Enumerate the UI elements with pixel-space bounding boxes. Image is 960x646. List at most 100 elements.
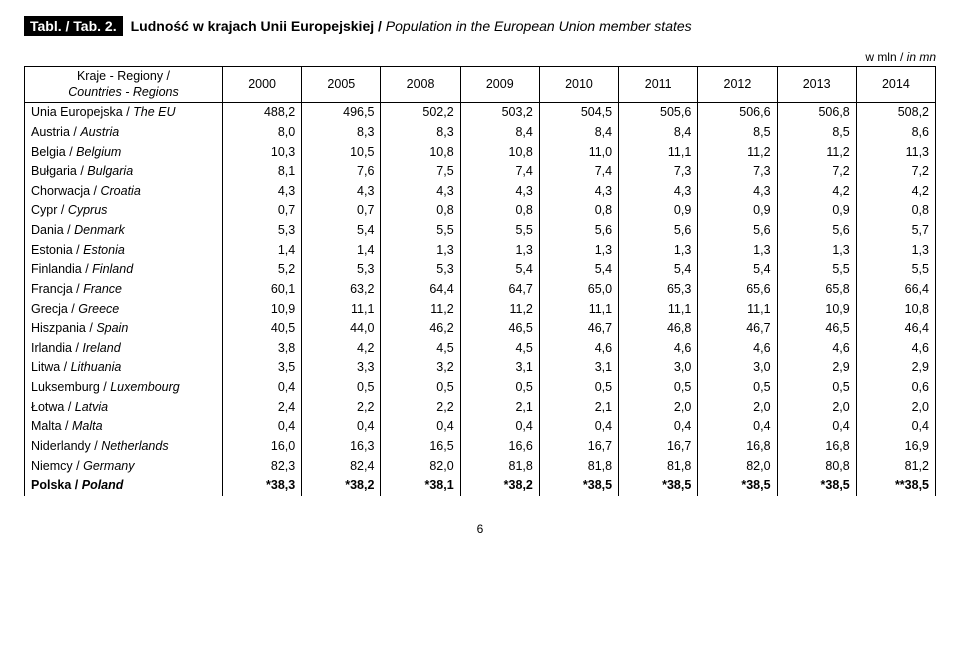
country-name-plain: Hiszpania / xyxy=(31,321,96,335)
value-cell: 5,4 xyxy=(302,221,381,241)
country-name-plain: Polska / xyxy=(31,478,82,492)
table-row: Niemcy / Germany82,382,482,081,881,881,8… xyxy=(25,457,936,477)
value-cell: 5,3 xyxy=(302,260,381,280)
value-cell: 502,2 xyxy=(381,103,460,123)
value-cell: 0,5 xyxy=(777,378,856,398)
value-cell: 0,4 xyxy=(460,417,539,437)
value-cell: 0,9 xyxy=(777,201,856,221)
col-header-year: 2005 xyxy=(302,67,381,103)
value-cell: 0,5 xyxy=(381,378,460,398)
value-cell: 4,2 xyxy=(856,182,935,202)
country-cell: Litwa / Lithuania xyxy=(25,358,223,378)
value-cell: 11,2 xyxy=(698,143,777,163)
value-cell: 16,5 xyxy=(381,437,460,457)
value-cell: 0,6 xyxy=(856,378,935,398)
value-cell: 1,3 xyxy=(698,241,777,261)
value-cell: 0,7 xyxy=(302,201,381,221)
value-cell: 65,6 xyxy=(698,280,777,300)
table-body: Unia Europejska / The EU488,2496,5502,25… xyxy=(25,103,936,496)
population-table: Kraje - Regiony / Countries - Regions 20… xyxy=(24,66,936,496)
value-cell: 16,3 xyxy=(302,437,381,457)
value-cell: 7,3 xyxy=(619,162,698,182)
country-cell: Bułgaria / Bulgaria xyxy=(25,162,223,182)
value-cell: 4,2 xyxy=(302,339,381,359)
country-cell: Estonia / Estonia xyxy=(25,241,223,261)
table-title: Ludność w krajach Unii Europejskiej / Po… xyxy=(131,18,692,34)
value-cell: 82,3 xyxy=(223,457,302,477)
value-cell: 0,4 xyxy=(539,417,618,437)
value-cell: 0,8 xyxy=(381,201,460,221)
country-cell: Niemcy / Germany xyxy=(25,457,223,477)
value-cell: 4,3 xyxy=(698,182,777,202)
value-cell: 7,2 xyxy=(856,162,935,182)
country-name-italic: Latvia xyxy=(75,400,108,414)
value-cell: 5,4 xyxy=(539,260,618,280)
value-cell: 11,1 xyxy=(619,300,698,320)
value-cell: 4,6 xyxy=(698,339,777,359)
unit-plain: w mln / xyxy=(865,50,906,64)
col-header-line1: Kraje - Regiony / xyxy=(31,69,216,85)
value-cell: 1,3 xyxy=(460,241,539,261)
value-cell: 11,1 xyxy=(698,300,777,320)
value-cell: 506,8 xyxy=(777,103,856,123)
country-cell: Chorwacja / Croatia xyxy=(25,182,223,202)
value-cell: *38,5 xyxy=(619,476,698,496)
country-name-italic: Malta xyxy=(72,419,103,433)
table-number-badge: Tabl. / Tab. 2. xyxy=(24,16,123,36)
country-name-italic: Denmark xyxy=(74,223,125,237)
table-header-row: Kraje - Regiony / Countries - Regions 20… xyxy=(25,67,936,103)
country-name-plain: Niemcy / xyxy=(31,459,83,473)
value-cell: 80,8 xyxy=(777,457,856,477)
table-row: Malta / Malta0,40,40,40,40,40,40,40,40,4 xyxy=(25,417,936,437)
value-cell: 0,4 xyxy=(223,417,302,437)
country-cell: Grecja / Greece xyxy=(25,300,223,320)
value-cell: 0,8 xyxy=(460,201,539,221)
value-cell: **38,5 xyxy=(856,476,935,496)
value-cell: 3,0 xyxy=(698,358,777,378)
value-cell: 505,6 xyxy=(619,103,698,123)
country-name-italic: France xyxy=(83,282,122,296)
value-cell: *38,1 xyxy=(381,476,460,496)
table-row: Francja / France60,163,264,464,765,065,3… xyxy=(25,280,936,300)
value-cell: 10,8 xyxy=(856,300,935,320)
value-cell: 7,2 xyxy=(777,162,856,182)
country-name-italic: Bulgaria xyxy=(87,164,133,178)
country-name-plain: Łotwa / xyxy=(31,400,75,414)
value-cell: 1,4 xyxy=(223,241,302,261)
value-cell: 2,9 xyxy=(856,358,935,378)
country-cell: Niderlandy / Netherlands xyxy=(25,437,223,457)
value-cell: 46,4 xyxy=(856,319,935,339)
table-row: Finlandia / Finland5,25,35,35,45,45,45,4… xyxy=(25,260,936,280)
value-cell: 82,0 xyxy=(698,457,777,477)
value-cell: 5,5 xyxy=(777,260,856,280)
country-name-plain: Estonia / xyxy=(31,243,83,257)
col-header-year: 2008 xyxy=(381,67,460,103)
country-name-plain: Niderlandy / xyxy=(31,439,101,453)
value-cell: 16,7 xyxy=(619,437,698,457)
country-cell: Irlandia / Ireland xyxy=(25,339,223,359)
value-cell: 16,6 xyxy=(460,437,539,457)
value-cell: *38,3 xyxy=(223,476,302,496)
value-cell: 81,8 xyxy=(460,457,539,477)
value-cell: 2,1 xyxy=(460,398,539,418)
value-cell: *38,2 xyxy=(460,476,539,496)
country-cell: Francja / France xyxy=(25,280,223,300)
country-name-italic: Poland xyxy=(82,478,124,492)
value-cell: 506,6 xyxy=(698,103,777,123)
value-cell: 0,5 xyxy=(539,378,618,398)
value-cell: 5,5 xyxy=(381,221,460,241)
value-cell: 7,3 xyxy=(698,162,777,182)
value-cell: 5,6 xyxy=(539,221,618,241)
value-cell: *38,5 xyxy=(539,476,618,496)
value-cell: 4,6 xyxy=(619,339,698,359)
unit-note: w mln / in mn xyxy=(24,50,936,64)
value-cell: 46,7 xyxy=(539,319,618,339)
value-cell: 3,8 xyxy=(223,339,302,359)
col-header-year: 2000 xyxy=(223,67,302,103)
table-row: Grecja / Greece10,911,111,211,211,111,11… xyxy=(25,300,936,320)
value-cell: 10,8 xyxy=(460,143,539,163)
value-cell: 0,5 xyxy=(460,378,539,398)
country-name-italic: Lithuania xyxy=(71,360,122,374)
value-cell: 4,3 xyxy=(223,182,302,202)
value-cell: 16,9 xyxy=(856,437,935,457)
